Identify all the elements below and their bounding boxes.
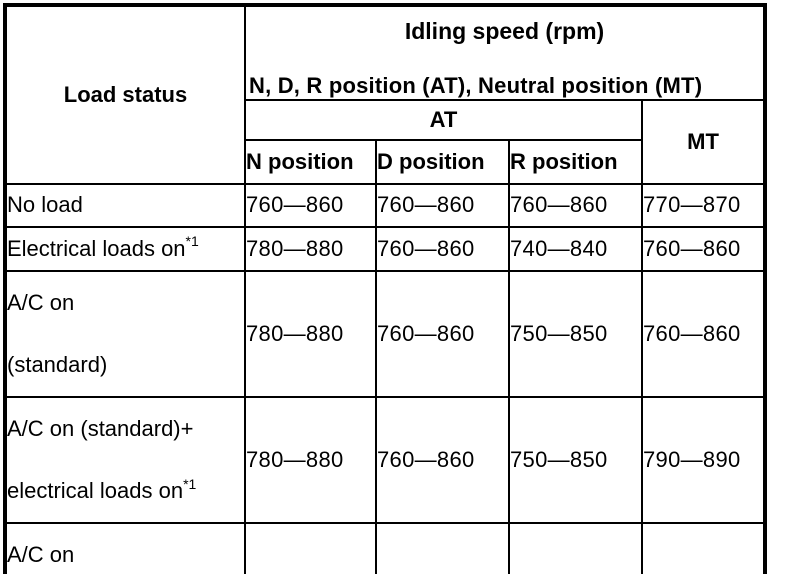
row-label: A/C on (standard)+ electrical loads on*1 <box>4 395 246 524</box>
header-row-positions: N position D position R position <box>5 138 765 185</box>
value-cell: 780—880 <box>508 521 643 574</box>
row-label-text: A/C on (standard)+ electrical loads on <box>7 415 194 503</box>
footnote-marker: *1 <box>185 233 199 250</box>
table-row-ac-standard-electrical: A/C on (standard)+ electrical loads on*1… <box>4 395 767 524</box>
value-cell: 760—860 <box>640 225 767 272</box>
table-row-ac-standard: A/C on (standard) 780—880 760—860 750—85… <box>4 269 767 398</box>
table-row-ac-heavy: A/C on (heavy load) 800—900 780—880 780—… <box>4 521 767 574</box>
idling-speed-table: Load status Idling speed (rpm) N, D, R p… <box>3 3 768 574</box>
value-cell: 780—880 <box>244 269 377 398</box>
value-cell: 760—860 <box>375 225 510 272</box>
value-cell: 780—880 <box>244 395 377 524</box>
value-cell: 760—860 <box>640 269 767 398</box>
value-cell: 750—850 <box>508 269 643 398</box>
value-cell: 790—890 <box>640 521 767 574</box>
row-label-text: A/C on (standard) <box>7 289 108 377</box>
header-idling-speed: Idling speed (rpm) N, D, R position (AT)… <box>243 4 767 101</box>
idling-speed-title: Idling speed (rpm) <box>404 18 605 44</box>
header-row-transmission: AT MT <box>5 98 767 185</box>
value-cell: 760—860 <box>375 182 510 228</box>
value-cell: 760—860 <box>375 395 510 524</box>
value-cell: 780—880 <box>375 521 510 574</box>
header-r-position: R position <box>508 138 643 185</box>
value-cell: 780—880 <box>244 225 377 272</box>
value-cell: 760—860 <box>244 182 377 228</box>
value-cell: 760—860 <box>375 269 510 398</box>
value-cell: 740—840 <box>508 225 643 272</box>
header-row-top: Load status Idling speed (rpm) N, D, R p… <box>4 4 767 185</box>
value-cell: 750—850 <box>508 395 643 524</box>
row-label: No load <box>4 182 246 228</box>
table-row-no-load: No load 760—860 760—860 760—860 770—870 <box>4 182 767 228</box>
table-row-electrical-loads: Electrical loads on*1 780—880 760—860 74… <box>4 225 767 272</box>
row-label: Electrical loads on*1 <box>4 225 246 272</box>
header-at: AT <box>244 98 643 141</box>
idling-speed-subtitle: N, D, R position (AT), Neutral position … <box>249 72 703 98</box>
footnote-marker: *1 <box>183 475 197 492</box>
value-cell: 770—870 <box>640 182 767 228</box>
row-label: A/C on (heavy load) <box>4 521 246 574</box>
header-n-position: N position <box>244 138 377 185</box>
load-status-label: Load status <box>63 81 188 107</box>
header-mt: MT <box>640 98 767 185</box>
row-label-text: No load <box>7 192 83 218</box>
header-d-position: D position <box>375 138 510 185</box>
row-label-text: Electrical loads on <box>7 235 186 261</box>
value-cell: 790—890 <box>640 395 767 524</box>
value-cell: 760—860 <box>508 182 643 228</box>
header-load-status: Load status <box>4 4 246 185</box>
value-cell: 800—900 <box>244 521 377 574</box>
row-label-text: A/C on (heavy load) <box>7 541 75 567</box>
row-label: A/C on (standard) <box>4 269 246 398</box>
